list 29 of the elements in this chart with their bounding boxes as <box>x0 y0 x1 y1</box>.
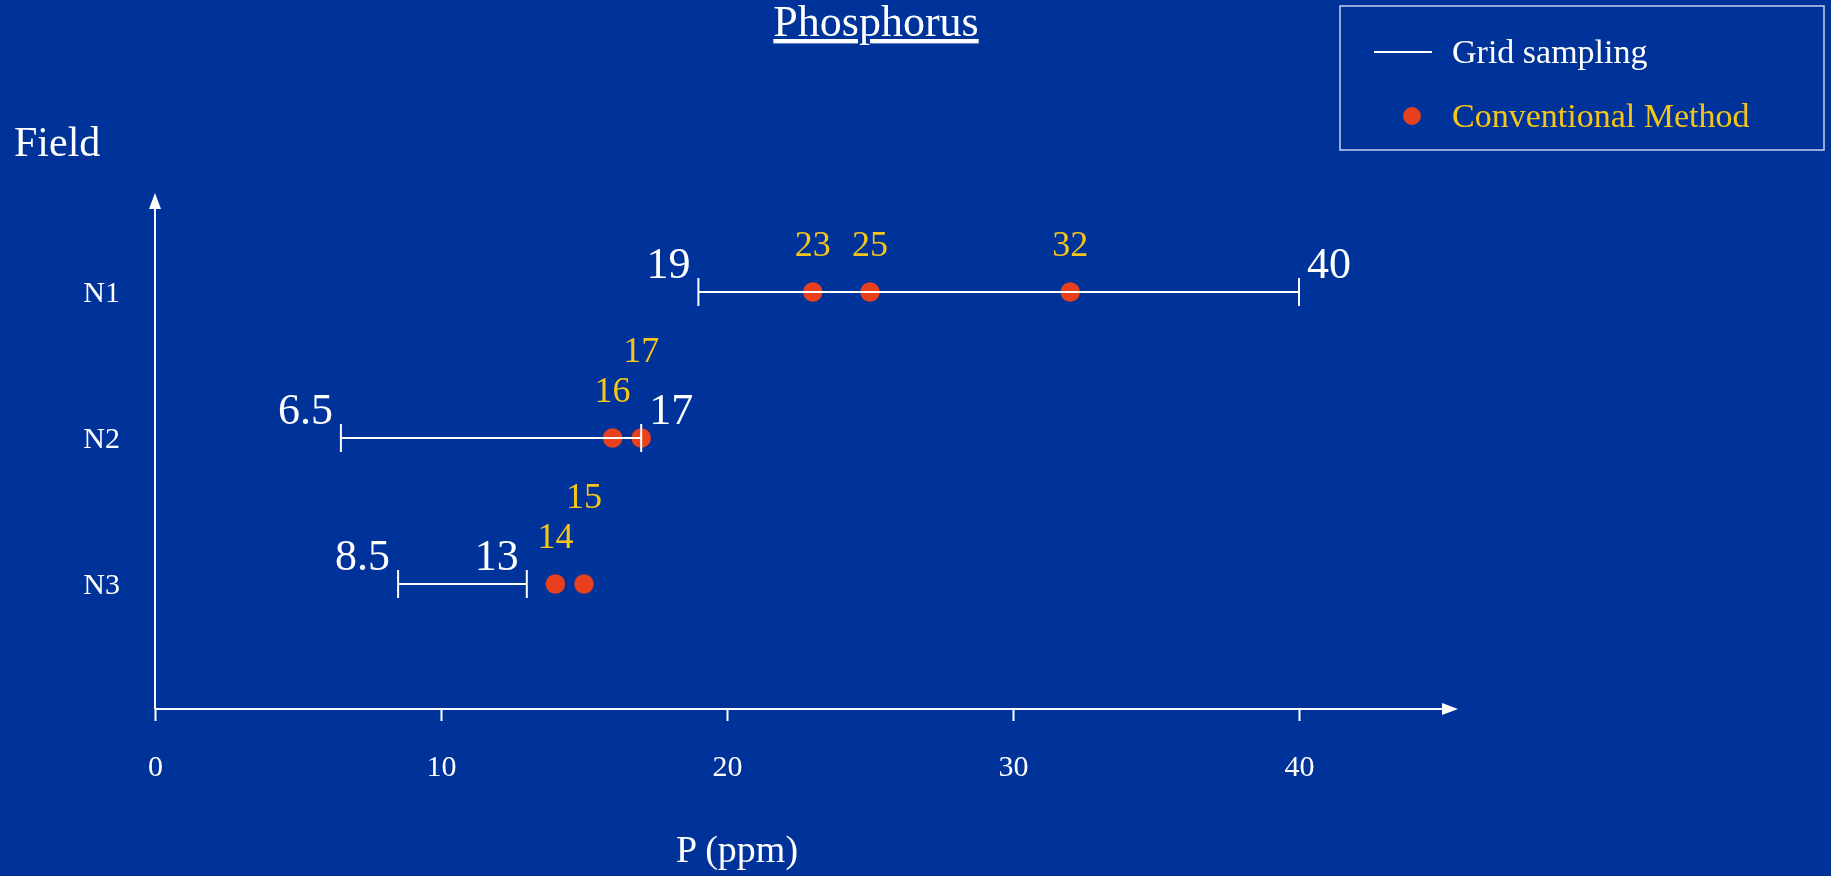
data-label: 23 <box>794 224 831 264</box>
annotation: 13 <box>474 531 519 580</box>
y-axis-title: Field <box>14 119 101 165</box>
legend-label: Conventional Method <box>1452 97 1750 134</box>
data-label: 14 <box>537 516 574 556</box>
y-tick-label: N3 <box>83 567 120 600</box>
x-tick-label: 40 <box>1284 749 1315 783</box>
bar <box>698 291 1299 293</box>
x-tick-label: 20 <box>712 749 743 783</box>
y-tick-label: N1 <box>83 275 120 308</box>
x-tick-label: 0 <box>148 749 163 783</box>
data-label: 16 <box>594 370 631 410</box>
annotation: 6.5 <box>277 385 333 434</box>
data-label: 17 <box>623 330 660 370</box>
y-tick-label: N2 <box>83 421 120 454</box>
legend-label: Grid sampling <box>1452 33 1648 70</box>
x-tick-label: 10 <box>426 749 457 783</box>
chart-title: Phosphorus <box>773 0 979 46</box>
annotation: 17 <box>649 385 694 434</box>
data-label: 32 <box>1052 224 1089 264</box>
bar <box>340 437 642 439</box>
annotation: 40 <box>1307 239 1351 288</box>
data-label: 25 <box>852 224 888 264</box>
data-label: 15 <box>566 476 602 516</box>
annotation: 19 <box>646 239 691 288</box>
x-axis-title: P (ppm) <box>675 828 799 871</box>
annotation: 8.5 <box>335 531 391 580</box>
bar <box>398 583 527 585</box>
x-tick-label: 30 <box>998 749 1029 783</box>
